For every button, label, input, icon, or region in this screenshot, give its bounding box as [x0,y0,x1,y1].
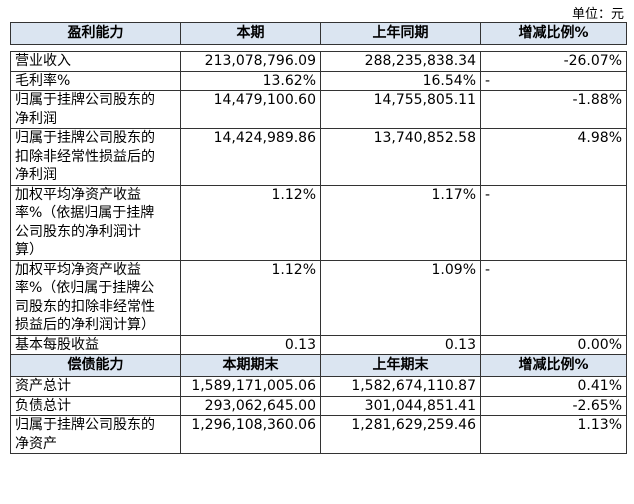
data-row: 营业收入 213,078,796.09 288,235,838.34 -26.07% [10,51,627,72]
spacer-cell [180,44,321,52]
row-label: 负债总计 [10,395,181,416]
value-cell: 1,589,171,005.06 [180,376,321,397]
value-cell: 0.00% [480,334,627,355]
value-cell: 293,062,645.00 [180,395,321,416]
spacer-cell [10,44,181,52]
value-cell: - [480,184,627,261]
row-label: 毛利率% [10,70,181,91]
data-row: 归属于挂牌公司股东的净利润 14,479,100.60 14,755,805.11-… [10,90,627,129]
data-row: 加权平均净资产收益率%（依归属于挂牌公司股东的扣除非经常性损益后的净利润计算） 1… [10,259,627,336]
header-cell: 增减比例% [480,22,627,45]
data-row: 归属于挂牌公司股东的净资产 1,296,108,360.06 1,281,629,2… [10,415,627,454]
value-cell: 1.17% [320,184,481,261]
row-label: 基本每股收益 [10,334,181,355]
value-cell: 13,740,852.58 [320,128,481,186]
row-label: 加权平均净资产收益率%（依归属于挂牌公司股东的扣除非经常性损益后的净利润计算） [10,259,181,336]
row-label: 加权平均净资产收益率%（依据归属于挂牌公司股东的净利润计算） [10,184,181,261]
value-cell: 1.12% [180,184,321,261]
header-cell: 偿债能力 [10,354,181,377]
header-cell: 盈利能力 [10,22,181,45]
value-cell: 288,235,838.34 [320,51,481,72]
value-cell: 1.13% [480,415,627,454]
value-cell: 1,296,108,360.06 [180,415,321,454]
value-cell: 14,479,100.60 [180,90,321,129]
data-row: 加权平均净资产收益率%（依据归属于挂牌公司股东的净利润计算） 1.12% 1.17%… [10,184,627,261]
value-cell: 1,582,674,110.87 [320,376,481,397]
header-row: 盈利能力 本期 上年同期 增减比例% [10,22,627,45]
value-cell: 1,281,629,259.46 [320,415,481,454]
header-cell: 上年同期 [320,22,481,45]
value-cell: 13.62% [180,70,321,91]
row-label: 归属于挂牌公司股东的扣除非经常性损益后的净利润 [10,128,181,186]
value-cell: -1.88% [480,90,627,129]
unit-label: 单位：元 [571,7,624,22]
header-row: 偿债能力 本期期末 上年期末 增减比例% [10,354,627,377]
value-cell: - [480,70,627,91]
header-cell: 增减比例% [480,354,627,377]
data-row: 资产总计 1,589,171,005.06 1,582,674,110.87 0.41… [10,376,627,397]
value-cell: - [480,259,627,336]
value-cell: 0.13 [180,334,321,355]
financial-table: 盈利能力 本期 上年同期 增减比例% 营业收入 213,078,796.09 288,235… [10,22,627,454]
spacer-row [10,44,627,52]
value-cell: 14,424,989.86 [180,128,321,186]
row-label: 归属于挂牌公司股东的净资产 [10,415,181,454]
data-row: 负债总计 293,062,645.00 301,044,851.41 -2.65% [10,395,627,416]
spacer-cell [320,44,481,52]
header-cell: 上年期末 [320,354,481,377]
value-cell: 0.41% [480,376,627,397]
data-row: 毛利率% 13.62% 16.54% - [10,70,627,91]
row-label: 资产总计 [10,376,181,397]
value-cell: 301,044,851.41 [320,395,481,416]
data-row: 归属于挂牌公司股东的扣除非经常性损益后的净利润 14,424,989.86 13,7… [10,128,627,186]
header-cell: 本期期末 [180,354,321,377]
value-cell: 16.54% [320,70,481,91]
row-label: 营业收入 [10,51,181,72]
value-cell: -26.07% [480,51,627,72]
value-cell: 14,755,805.11 [320,90,481,129]
value-cell: 213,078,796.09 [180,51,321,72]
value-cell: -2.65% [480,395,627,416]
value-cell: 1.09% [320,259,481,336]
header-cell: 本期 [180,22,321,45]
value-cell: 1.12% [180,259,321,336]
data-row: 基本每股收益 0.13 0.13 0.00% [10,334,627,355]
value-cell: 4.98% [480,128,627,186]
spacer-cell [480,44,627,52]
value-cell: 0.13 [320,334,481,355]
row-label: 归属于挂牌公司股东的净利润 [10,90,181,129]
table-body: 盈利能力 本期 上年同期 增减比例% 营业收入 213,078,796.09 288,235… [10,22,627,454]
